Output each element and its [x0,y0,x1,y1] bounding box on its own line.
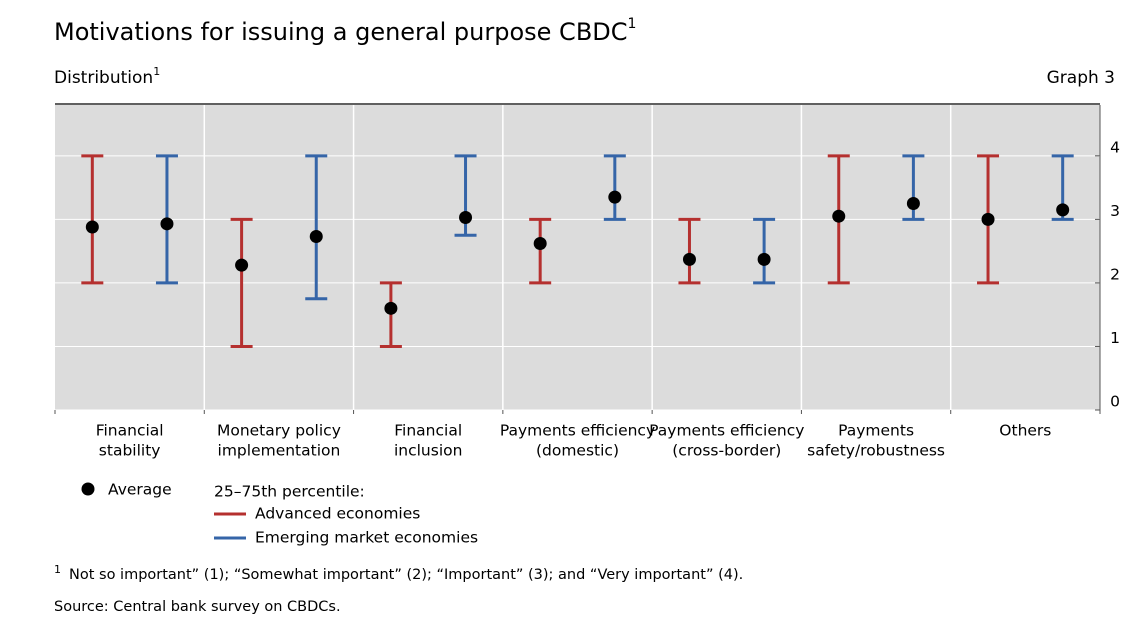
average-dot [906,196,920,210]
x-tick-label: Financial [394,422,462,440]
graph-label: Graph 3 [1047,68,1115,88]
plot-area [55,105,1100,410]
average-dot [832,209,846,223]
x-tick-label: Payments [838,422,914,440]
x-tick-label: Payments efficiency [649,422,804,440]
x-tick-label: safety/robustness [807,442,945,460]
legend-average-dot [81,482,95,496]
x-tick-label: stability [99,442,161,460]
x-tick-label: (cross-border) [672,442,781,460]
average-dot [533,237,547,251]
chart-title: Motivations for issuing a general purpos… [54,16,636,46]
x-tick-label: Monetary policy [217,422,341,440]
average-dot [85,220,99,234]
y-tick-label: 1 [1110,329,1120,347]
legend-average: Average [108,481,172,499]
y-tick-label: 4 [1110,138,1120,156]
average-dot [235,258,249,272]
average-dot [608,190,622,204]
legend-range-title: 25–75th percentile: [214,483,365,501]
x-tick-label: Payments efficiency [500,422,655,440]
average-dot [757,252,771,266]
x-tick-label: implementation [218,442,341,460]
y-tick-label: 3 [1110,202,1120,220]
average-dot [309,230,323,244]
x-tick-label: (domestic) [536,442,619,460]
legend-label: Advanced economies [255,505,420,523]
x-tick-label: Financial [96,422,164,440]
x-tick-label: inclusion [394,442,462,460]
subtitle: Distribution1 [54,65,160,88]
legend-label: Emerging market economies [255,529,478,547]
source: Source: Central bank survey on CBDCs. [54,599,341,615]
y-tick-label: 0 [1110,393,1120,411]
footnote: 1 Not so important” (1); “Somewhat import… [54,563,743,583]
average-dot [682,252,696,266]
average-dot [1056,203,1070,217]
average-dot [459,210,473,224]
average-dot [981,212,995,226]
x-tick-label: Others [999,422,1051,440]
average-dot [384,301,398,315]
average-dot [160,217,174,231]
y-tick-label: 2 [1110,265,1120,283]
